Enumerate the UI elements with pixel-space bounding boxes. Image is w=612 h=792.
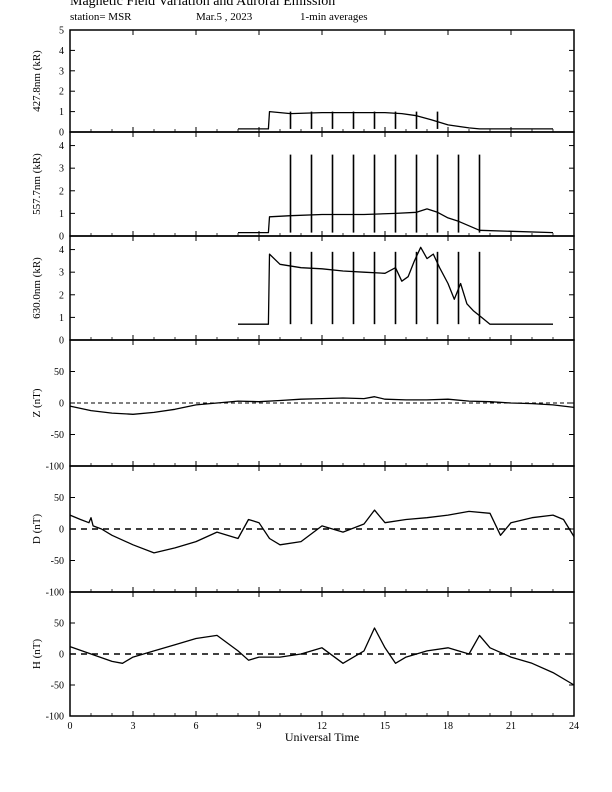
date-label: Mar.5 , 2023	[196, 11, 253, 23]
y-tick-label: 2	[59, 186, 64, 197]
panel-6: -100 -50 0 50 H (nT)	[31, 591, 575, 723]
series-line	[69, 627, 575, 686]
panel-4: -100 -50 0 50 Z (nT)	[31, 339, 575, 473]
figure-title: Magnetic Field Variation and Auroral Emi…	[70, 0, 336, 9]
y-tick-label: 3	[59, 268, 64, 279]
x-tick-label: 6	[194, 721, 199, 732]
y-tick-label: 1	[59, 209, 64, 220]
y-tick-label: -50	[51, 556, 64, 567]
y-tick-label: 50	[54, 367, 64, 378]
y-tick-label: 50	[54, 619, 64, 630]
x-tick-label: 24	[569, 721, 579, 732]
x-tick-label: 18	[443, 721, 453, 732]
y-axis-label: 427.8nm (kR)	[31, 50, 43, 112]
x-tick-label: 3	[131, 721, 136, 732]
y-tick-label: 4	[59, 46, 64, 57]
y-tick-label: 0	[59, 336, 64, 347]
y-tick-label: 50	[54, 493, 64, 504]
panel-frame	[69, 465, 575, 593]
y-tick-label: 4	[59, 245, 64, 256]
y-tick-label: -50	[51, 430, 64, 441]
panel-5: -100 -50 0 50 D (nT)	[31, 465, 575, 599]
y-tick-label: 1	[59, 313, 64, 324]
y-tick-label: -100	[46, 712, 64, 723]
y-tick-label: 1	[59, 107, 64, 118]
x-tick-label: 12	[317, 721, 327, 732]
y-axis-label: 557.7nm (kR)	[31, 153, 43, 215]
panel-frame	[69, 131, 575, 237]
y-tick-label: 4	[59, 141, 64, 152]
y-tick-label: -50	[51, 681, 64, 692]
x-tick-label: 0	[68, 721, 73, 732]
x-tick-label: 9	[257, 721, 262, 732]
series-line	[69, 396, 575, 415]
series-line	[238, 208, 554, 234]
x-tick-label: 15	[380, 721, 390, 732]
y-axis-label: D (nT)	[31, 514, 43, 545]
panel-1: 0 1 2 3 4 5 427.8nm (kR)	[31, 26, 575, 139]
y-tick-label: 0	[59, 232, 64, 243]
y-tick-label: 0	[59, 525, 64, 536]
y-tick-label: 2	[59, 87, 64, 98]
y-tick-label: 2	[59, 290, 64, 301]
series-line	[238, 110, 553, 130]
y-tick-label: 3	[59, 66, 64, 77]
y-tick-label: -100	[46, 462, 64, 473]
y-tick-label: 0	[59, 128, 64, 139]
x-axis-label: Universal Time	[285, 730, 359, 744]
series-line	[238, 246, 553, 325]
panel-frame	[69, 29, 575, 133]
panel-2: 0 1 2 3 4 557.7nm (kR)	[31, 131, 575, 243]
panel-3: 0 1 2 3 4 630.0nm (kR)	[31, 235, 575, 347]
y-axis-label: 630.0nm (kR)	[31, 257, 43, 319]
y-axis-label: H (nT)	[31, 639, 43, 670]
y-axis-label: Z (nT)	[31, 388, 43, 417]
x-tick-label: 21	[506, 721, 516, 732]
series-line	[69, 509, 575, 554]
y-tick-label: 0	[59, 399, 64, 410]
station-label: station= MSR	[70, 11, 132, 23]
y-tick-label: 3	[59, 164, 64, 175]
y-tick-label: 5	[59, 26, 64, 37]
y-tick-label: -100	[46, 588, 64, 599]
y-tick-label: 0	[59, 650, 64, 661]
averaging-label: 1-min averages	[300, 11, 368, 23]
